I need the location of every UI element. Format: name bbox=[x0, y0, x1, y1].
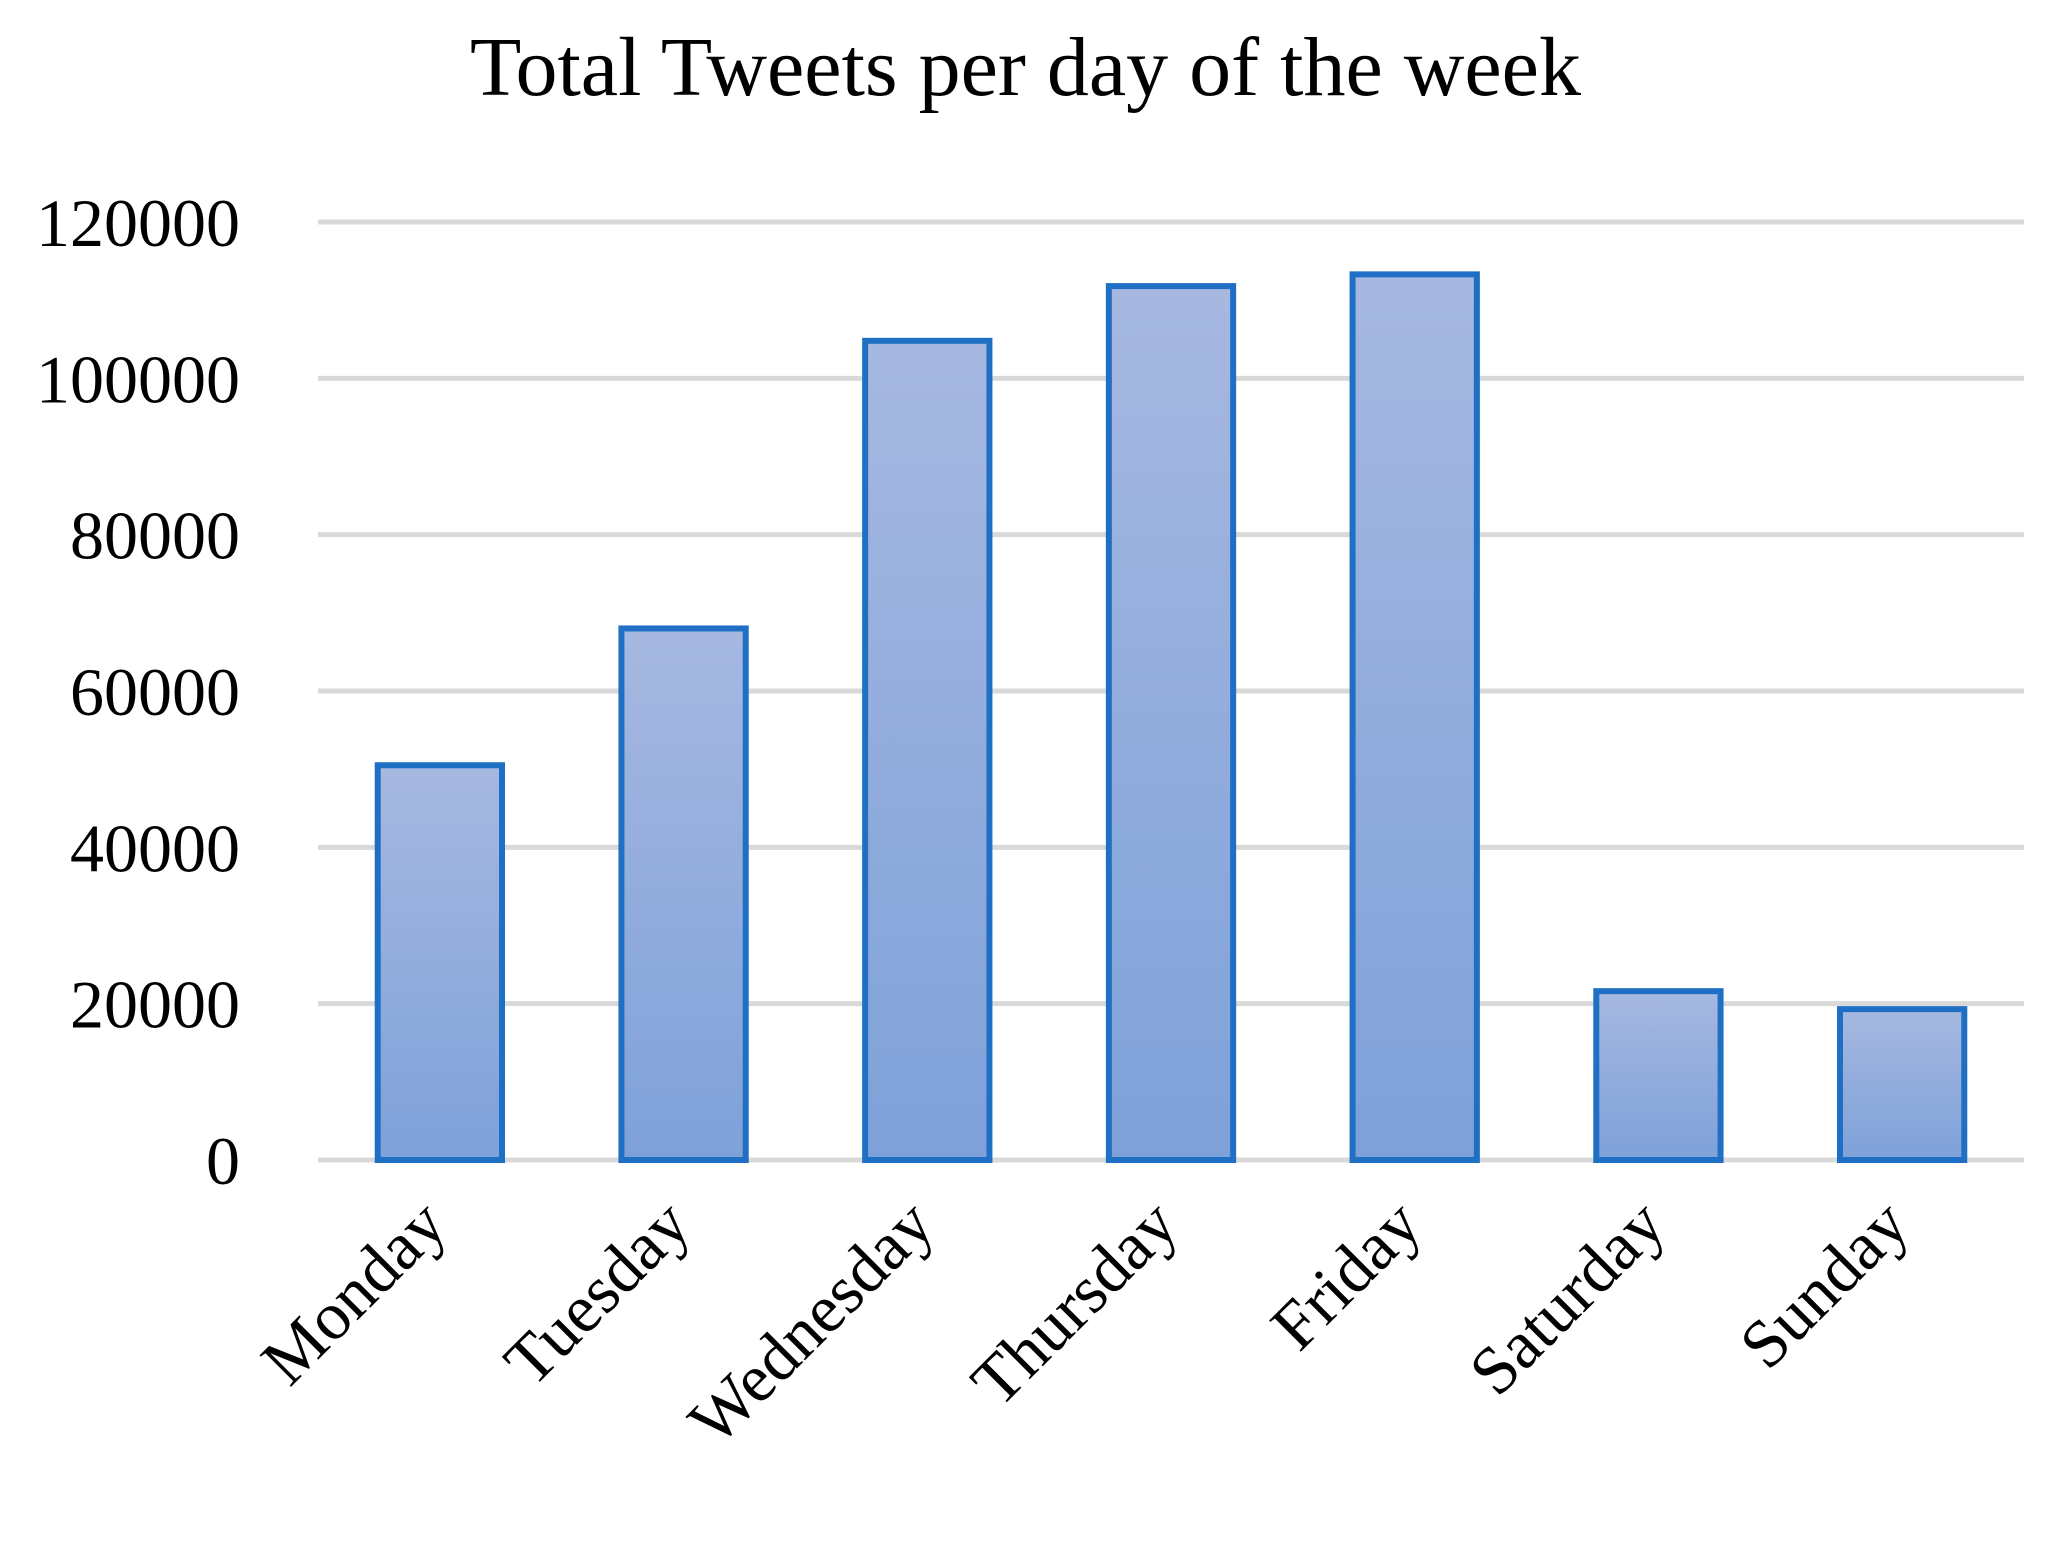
x-tick-label: Friday bbox=[1256, 1185, 1435, 1364]
x-tick-label: Saturday bbox=[1454, 1185, 1679, 1410]
bar-thursday bbox=[1105, 283, 1237, 1163]
x-tick-label: Wednesday bbox=[674, 1185, 948, 1459]
x-tick-label: Tuesday bbox=[489, 1185, 704, 1400]
bar-tuesday bbox=[618, 625, 749, 1163]
y-tick-label: 20000 bbox=[70, 967, 240, 1043]
bars bbox=[374, 271, 1968, 1164]
y-tick-label: 120000 bbox=[36, 185, 240, 261]
bar-sunday bbox=[1836, 1006, 1968, 1163]
y-tick-label: 80000 bbox=[70, 498, 240, 574]
x-tick-label: Thursday bbox=[956, 1185, 1191, 1420]
chart-title: Total Tweets per day of the week bbox=[470, 21, 1581, 114]
y-tick-label: 40000 bbox=[70, 810, 240, 886]
bar-wednesday bbox=[862, 337, 993, 1163]
bar-monday bbox=[374, 762, 506, 1164]
y-tick-label: 100000 bbox=[36, 341, 240, 417]
y-tick-label: 0 bbox=[206, 1123, 240, 1199]
bar-saturday bbox=[1593, 988, 1724, 1163]
x-tick-label: Monday bbox=[246, 1185, 460, 1399]
y-axis-ticks: 0 20000 40000 60000 80000 100000 120000 bbox=[36, 185, 240, 1199]
bar-friday bbox=[1349, 271, 1480, 1164]
x-tick-label: Sunday bbox=[1725, 1185, 1923, 1383]
y-tick-label: 60000 bbox=[70, 654, 240, 730]
